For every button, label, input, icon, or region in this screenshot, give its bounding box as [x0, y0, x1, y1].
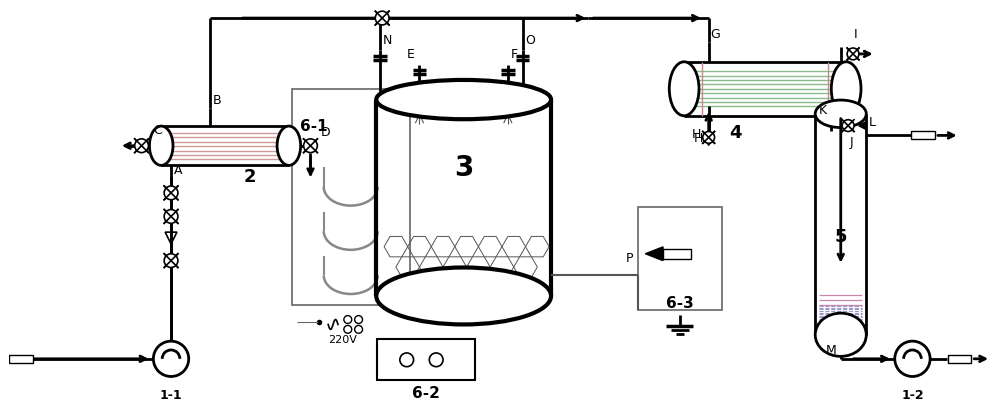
Text: K: K [819, 104, 827, 117]
Text: 4: 4 [729, 124, 742, 142]
Text: H: H [693, 132, 703, 145]
Circle shape [703, 132, 715, 144]
Text: O: O [526, 34, 535, 47]
Bar [663, 249, 691, 259]
Text: 6-2: 6-2 [412, 386, 440, 401]
Polygon shape [645, 247, 663, 261]
Text: D: D [320, 126, 330, 139]
Ellipse shape [831, 63, 861, 117]
Circle shape [135, 139, 148, 153]
Text: F: F [511, 48, 518, 61]
Bar [9, 355, 33, 363]
Text: J: J [849, 136, 853, 149]
Circle shape [164, 254, 178, 268]
Text: 3: 3 [454, 154, 473, 182]
Circle shape [375, 12, 389, 26]
Text: C: C [153, 124, 162, 136]
Text: 1-1: 1-1 [160, 388, 182, 401]
Text: 220V: 220V [328, 335, 357, 344]
Text: 1-2: 1-2 [901, 388, 924, 401]
Text: 6-3: 6-3 [666, 295, 694, 310]
Ellipse shape [815, 101, 866, 128]
Circle shape [164, 210, 178, 224]
Ellipse shape [149, 127, 173, 166]
Text: P: P [626, 252, 634, 264]
Text: M: M [826, 343, 837, 356]
Bar [684, 63, 846, 117]
Circle shape [895, 341, 930, 377]
Circle shape [164, 187, 178, 200]
Bar [292, 90, 410, 305]
Bar [911, 132, 935, 140]
Text: L: L [869, 115, 876, 128]
Text: 6-1: 6-1 [300, 119, 327, 134]
Ellipse shape [815, 313, 866, 356]
Text: B: B [212, 94, 221, 107]
Bar [377, 339, 475, 380]
Ellipse shape [277, 127, 301, 166]
Circle shape [153, 341, 189, 377]
Circle shape [304, 139, 317, 153]
Bar [948, 355, 971, 363]
Text: 5: 5 [835, 228, 847, 245]
Text: H: H [691, 128, 701, 141]
Ellipse shape [376, 268, 551, 325]
Circle shape [847, 49, 859, 61]
Text: I: I [854, 28, 858, 41]
Bar [161, 127, 289, 166]
Text: A: A [174, 164, 182, 177]
Text: E: E [407, 48, 415, 61]
Text: G: G [711, 28, 720, 41]
Ellipse shape [376, 81, 551, 120]
Bar [638, 207, 722, 310]
Text: 2: 2 [243, 168, 256, 186]
Circle shape [842, 120, 854, 132]
Text: N: N [383, 34, 393, 47]
Ellipse shape [669, 63, 699, 117]
